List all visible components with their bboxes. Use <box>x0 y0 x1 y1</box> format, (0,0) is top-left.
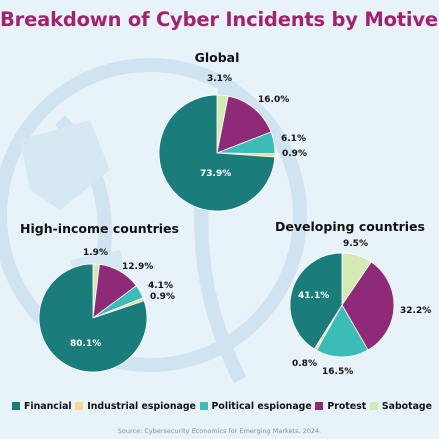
data-label-political-espionage: 16.5% <box>322 367 353 377</box>
pie-developing-countries: Developing countries 41.1% 0.8% 16.5% 32.2% 9… <box>275 219 431 377</box>
data-label-political-espionage: 4.1% <box>148 281 173 291</box>
pie-title-developing-countries: Developing countries <box>275 219 425 234</box>
legend-label-political-espionage: Political espionage <box>211 400 312 412</box>
data-label-industrial-espionage: 0.8% <box>292 359 317 369</box>
legend-item-financial: Financial <box>12 401 72 412</box>
legend-label-industrial-espionage: Industrial espionage <box>87 400 196 412</box>
data-label-political-espionage: 6.1% <box>281 134 306 144</box>
pie-slice-protest <box>341 261 395 351</box>
data-label-financial: 80.1% <box>70 339 101 349</box>
pie-slice-financial <box>38 263 148 373</box>
legend-item-industrial-espionage: Industrial espionage <box>75 401 196 412</box>
data-label-financial: 41.1% <box>298 291 329 301</box>
pie-high-income-countries: High-income countries 80.1% 0.9%4.1% 12.9% 1… <box>20 221 179 373</box>
pie-global: Global 73.9% 0.9% 6.1% 16.0% 3.1% <box>158 50 307 212</box>
pie-title-global: Global <box>195 50 240 65</box>
legend-swatch-industrial-espionage <box>75 402 84 410</box>
pie-slice-protest <box>216 95 272 154</box>
legend-item-protest: Protest <box>315 401 366 412</box>
data-label-industrial-espionage: 0.9% <box>150 292 175 302</box>
data-label-sabotage: 1.9% <box>83 248 108 258</box>
legend: Financial Industrial espionage Political… <box>12 398 432 414</box>
pie-slice-financial <box>158 94 276 212</box>
chart-title: Breakdown of Cyber Incidents by Motives <box>0 8 439 31</box>
legend-swatch-political-espionage <box>199 402 208 410</box>
pie-slice-financial <box>289 252 343 350</box>
data-label-protest: 12.9% <box>122 262 153 272</box>
data-label-protest: 32.2% <box>400 306 431 316</box>
data-label-sabotage: 3.1% <box>207 74 232 84</box>
data-label-industrial-espionage: 0.9% <box>282 149 307 159</box>
pie-title-high-income-countries: High-income countries <box>20 221 179 236</box>
legend-item-political-espionage: Political espionage <box>199 400 312 412</box>
pie-slice-political-espionage <box>315 304 369 358</box>
legend-swatch-protest <box>315 402 324 410</box>
data-label-financial: 73.9% <box>200 169 231 179</box>
legend-swatch-sabotage <box>369 402 378 410</box>
data-label-protest: 16.0% <box>258 95 289 105</box>
legend-item-sabotage: Sabotage <box>369 400 432 412</box>
data-label-sabotage: 9.5% <box>343 239 368 249</box>
source-note: Source: Cybersecurity Economics for Emer… <box>117 427 322 435</box>
legend-label-protest: Protest <box>327 400 367 412</box>
legend-swatch-financial <box>12 402 20 410</box>
legend-label-financial: Financial <box>24 400 72 412</box>
legend-label-sabotage: Sabotage <box>381 400 432 412</box>
